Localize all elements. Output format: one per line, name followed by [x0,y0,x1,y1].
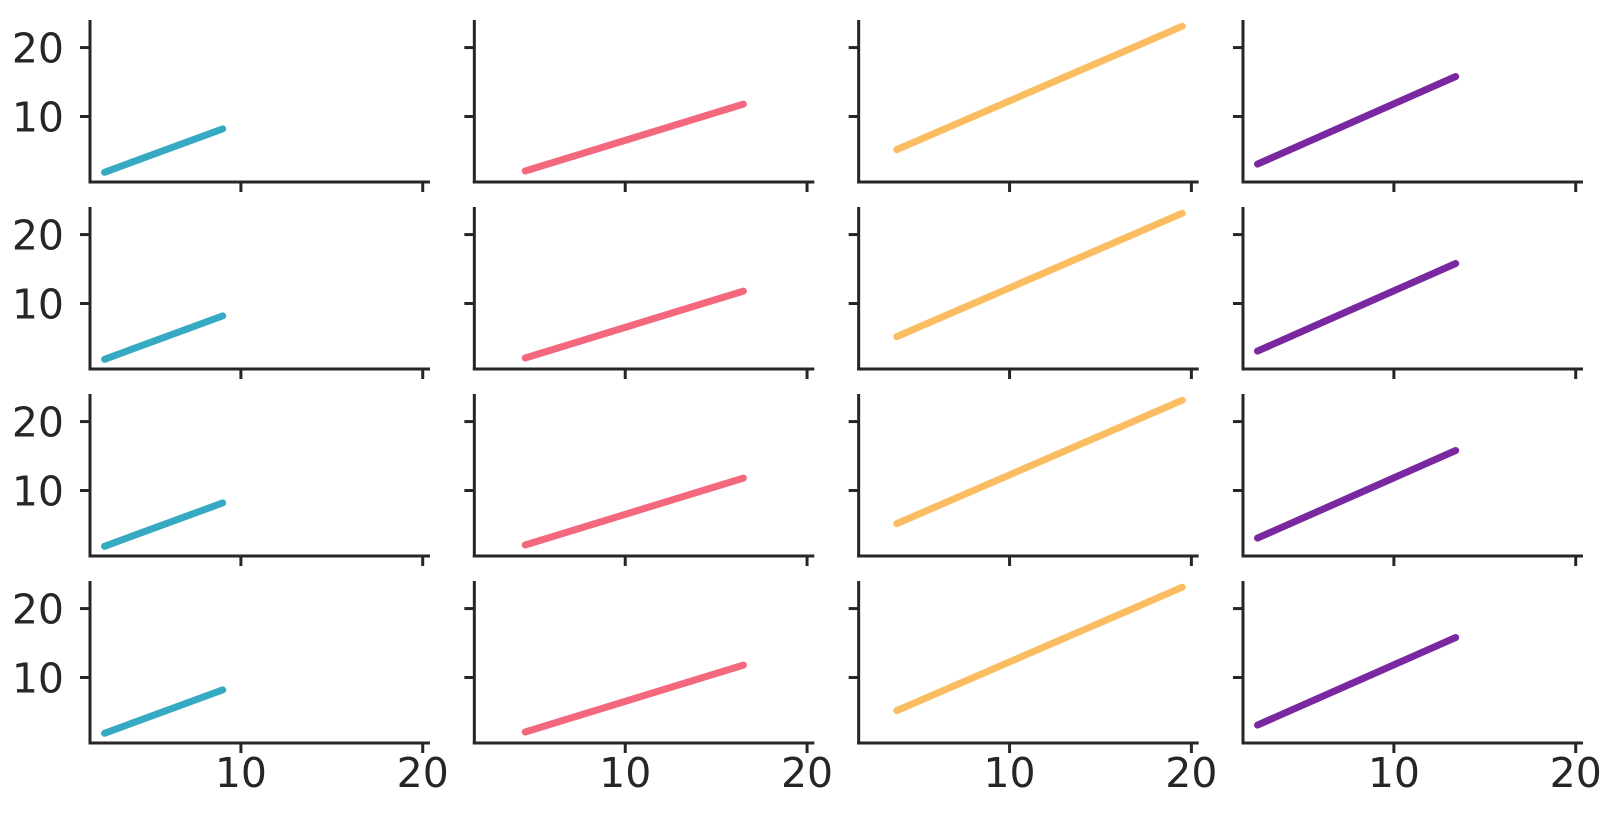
series-line-column-3-orange [893,396,1186,528]
series-line-column-1-teal [101,312,227,363]
series-line-column-4-purple [1254,634,1460,729]
x-tick-label: 20 [1165,749,1217,797]
subplot-r1c4 [1232,20,1583,192]
y-tick-label: 10 [12,281,64,329]
y-tick-label: 20 [12,212,64,260]
series-line-column-3-orange [893,209,1186,341]
series-line-column-3-orange [893,22,1186,154]
subplot-r3c4 [1232,394,1583,566]
series-line-column-2-pink [521,100,747,175]
series-line-column-2-pink [521,287,747,362]
series-line-column-4-purple [1254,73,1460,168]
x-tick-label: 20 [1550,749,1602,797]
y-tick-label: 20 [12,399,64,447]
series-line-column-2-pink [521,661,747,736]
subplot-r2c4 [1232,207,1583,379]
series-line-column-2-pink [521,474,747,549]
x-tick-label: 20 [781,749,833,797]
series-line-column-4-purple [1254,260,1460,355]
x-tick-label: 20 [397,749,449,797]
y-tick-label: 10 [12,468,64,516]
y-tick-label: 20 [12,25,64,73]
x-tick-label: 10 [1368,749,1420,797]
y-tick-label: 20 [12,586,64,634]
subplot-r4c2: 10 20 [464,581,833,797]
series-line-column-1-teal [101,686,227,737]
x-tick-label: 10 [215,749,267,797]
series-line-column-4-purple [1254,447,1460,542]
subplot-r2c3 [848,207,1199,379]
x-tick-label: 10 [983,749,1035,797]
subplot-r1c2 [464,20,815,192]
subplot-r3c3 [848,394,1199,566]
x-tick-label: 10 [599,749,651,797]
y-tick-label: 10 [12,655,64,703]
subplot-r4c4: 10 20 [1232,581,1602,797]
series-line-column-1-teal [101,125,227,176]
series-line-column-1-teal [101,499,227,550]
subplot-r2c2 [464,207,815,379]
series-line-column-3-orange [893,583,1186,715]
y-tick-label: 10 [12,94,64,142]
subplot-r3c2 [464,394,815,566]
subplot-r4c1: 10 20 10 20 [12,581,449,797]
subplot-r1c3 [848,20,1199,192]
subplot-r4c3: 10 20 [848,581,1217,797]
